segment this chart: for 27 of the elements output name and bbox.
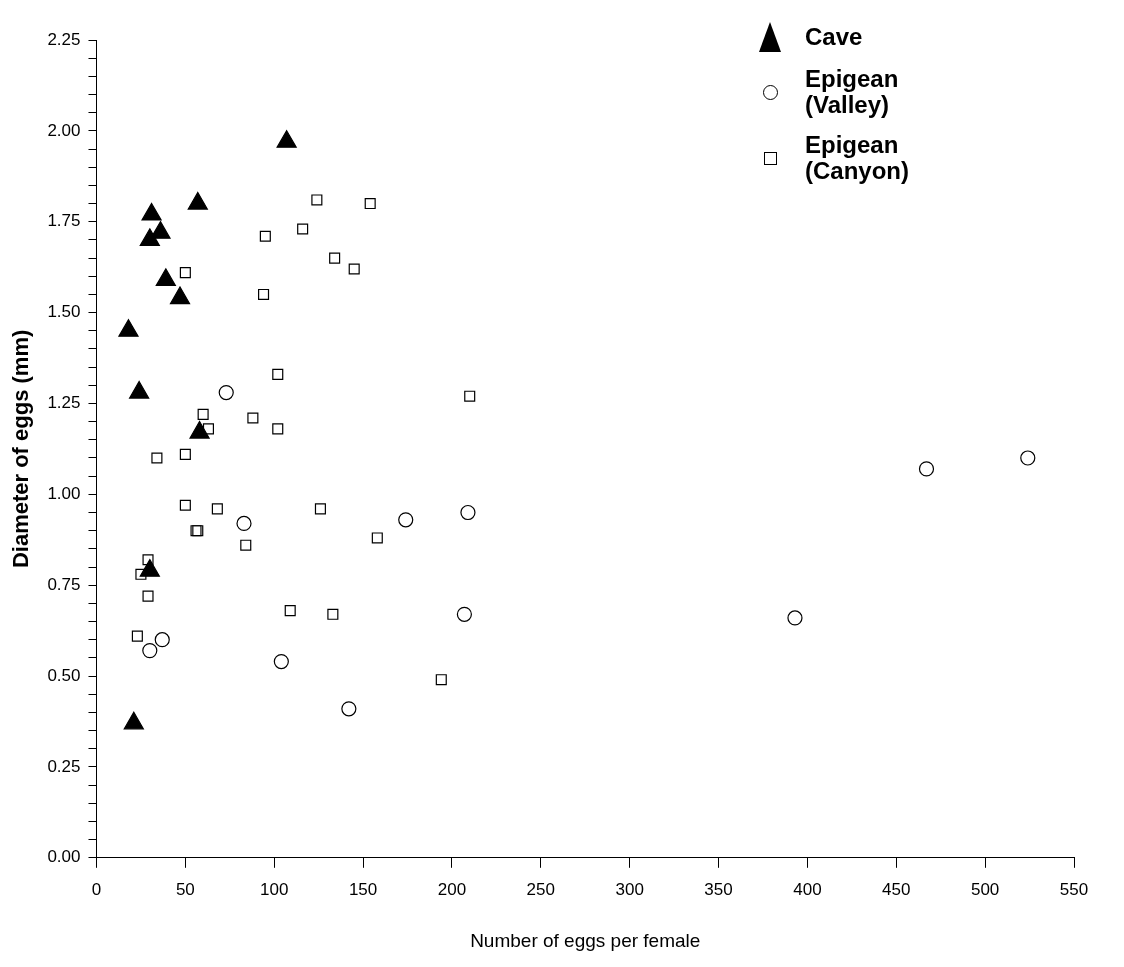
y-tick-label: 0.25: [47, 756, 81, 776]
x-axis-title: Number of eggs per female: [470, 929, 701, 951]
x-tick-label: 50: [175, 879, 195, 899]
x-tick-label: 350: [704, 879, 733, 899]
x-tick-label: 0: [91, 879, 102, 899]
y-tick-label: 1.50: [47, 302, 81, 322]
x-tick-label: 500: [970, 879, 1000, 899]
legend-label: Cave: [805, 23, 864, 50]
y-tick-label: 2.25: [47, 29, 81, 49]
x-tick-label: 450: [882, 879, 911, 899]
x-tick-label: 100: [260, 879, 289, 899]
y-tick-label: 0.75: [47, 574, 81, 594]
x-tick-label: 400: [793, 879, 822, 899]
x-tick-label: 250: [526, 879, 555, 899]
y-tick-label: 1.25: [47, 393, 81, 413]
y-tick-label: 1.75: [47, 211, 81, 231]
legend-label: Epigean (Valley): [805, 65, 900, 118]
y-tick-label: 2.00: [47, 120, 81, 140]
x-tick-label: 550: [1059, 879, 1089, 899]
x-tick-label: 300: [615, 879, 644, 899]
y-tick-label: 0.50: [47, 665, 81, 685]
x-tick-label: 150: [348, 879, 378, 899]
y-axis-title: Diameter of eggs (mm): [8, 329, 34, 569]
y-tick-label: 1.00: [47, 484, 81, 504]
legend-label: Epigean (Canyon): [805, 131, 910, 184]
x-tick-label: 200: [437, 879, 467, 899]
y-tick-label: 0.00: [47, 847, 81, 867]
